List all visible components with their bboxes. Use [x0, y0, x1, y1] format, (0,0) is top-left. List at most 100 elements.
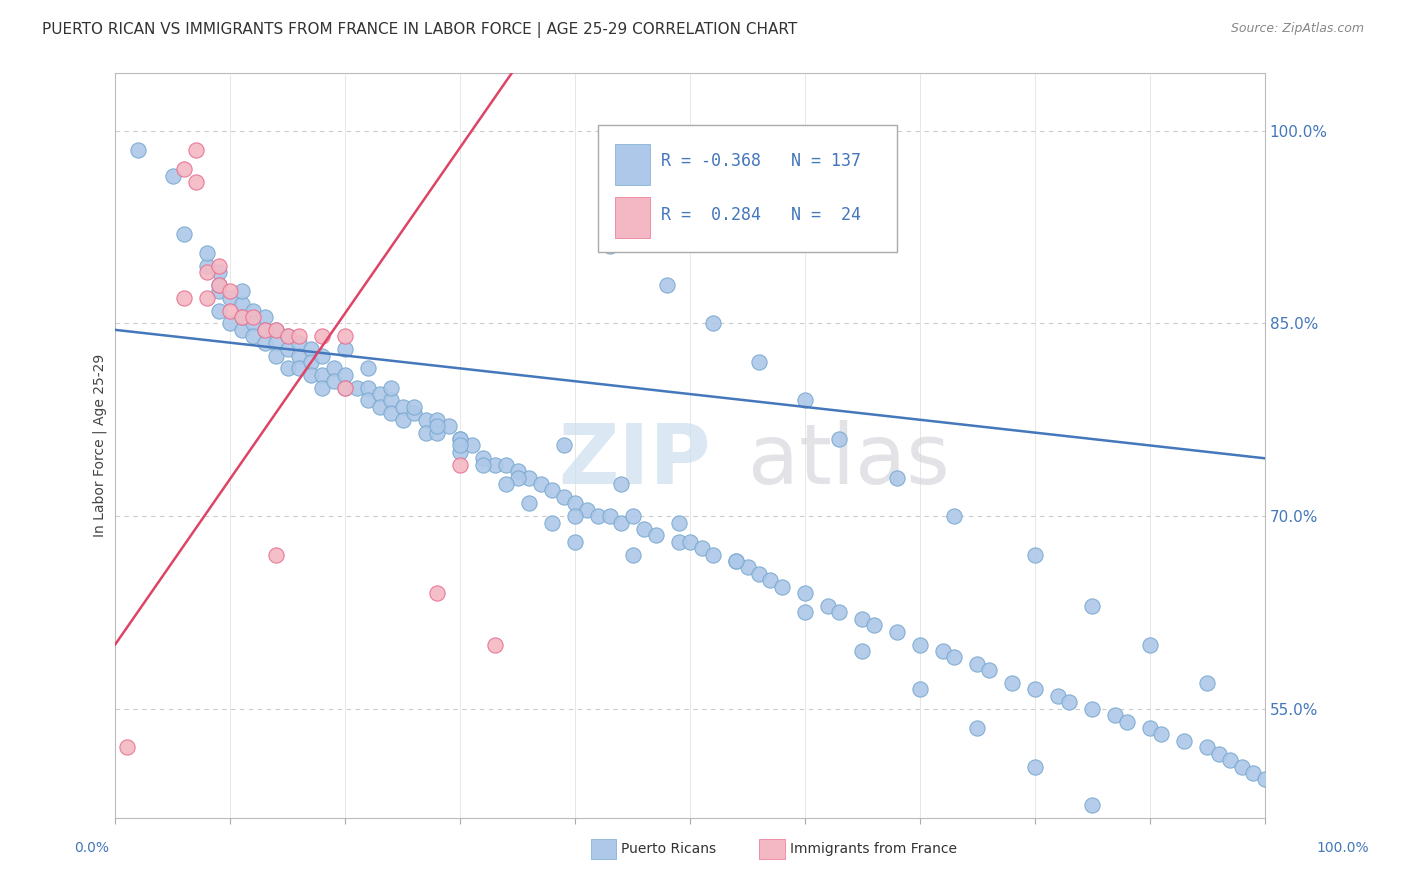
Point: [828, 432, 851, 446]
Point: [1230, 759, 1253, 773]
Point: [553, 438, 575, 452]
Point: [231, 310, 253, 324]
Point: [1197, 676, 1219, 690]
Point: [564, 496, 586, 510]
Point: [426, 586, 449, 600]
Point: [977, 663, 1000, 677]
Point: [322, 374, 344, 388]
Point: [311, 368, 333, 382]
Point: [449, 445, 471, 459]
Point: [391, 400, 413, 414]
Point: [575, 502, 598, 516]
Point: [748, 566, 770, 581]
Point: [1115, 714, 1137, 729]
Point: [288, 361, 311, 376]
Point: [380, 381, 402, 395]
Point: [484, 458, 506, 472]
Point: [1024, 759, 1046, 773]
Point: [1081, 702, 1104, 716]
Point: [472, 451, 495, 466]
Point: [242, 329, 264, 343]
Point: [288, 349, 311, 363]
Point: [299, 368, 322, 382]
Point: [368, 400, 391, 414]
Point: [564, 509, 586, 524]
Point: [426, 419, 449, 434]
Point: [357, 393, 380, 408]
Point: [208, 277, 231, 292]
Point: [277, 361, 299, 376]
Point: [195, 291, 218, 305]
Point: [449, 432, 471, 446]
Point: [208, 285, 231, 299]
Point: [333, 368, 356, 382]
Point: [253, 310, 276, 324]
Point: [1139, 638, 1161, 652]
Point: [932, 644, 955, 658]
Point: [828, 606, 851, 620]
Point: [173, 227, 195, 241]
Point: [242, 303, 264, 318]
Point: [966, 657, 988, 671]
Point: [517, 470, 540, 484]
Point: [794, 586, 817, 600]
Point: [908, 638, 931, 652]
Point: [1081, 798, 1104, 813]
Point: [851, 612, 873, 626]
Point: [311, 349, 333, 363]
Point: [404, 400, 426, 414]
Point: [368, 387, 391, 401]
Point: [449, 432, 471, 446]
Point: [208, 265, 231, 279]
Point: [380, 406, 402, 420]
Point: [1046, 689, 1069, 703]
Point: [1104, 708, 1126, 723]
Point: [724, 554, 747, 568]
Point: [219, 303, 242, 318]
Point: [162, 169, 184, 183]
Point: [506, 464, 529, 478]
Point: [966, 721, 988, 735]
Point: [748, 355, 770, 369]
Point: [437, 419, 460, 434]
Point: [277, 342, 299, 356]
Point: [264, 548, 287, 562]
Point: [127, 143, 149, 157]
Y-axis label: In Labor Force | Age 25-29: In Labor Force | Age 25-29: [93, 354, 107, 537]
Point: [1024, 682, 1046, 697]
Point: [184, 143, 207, 157]
Point: [586, 509, 609, 524]
Text: Puerto Ricans: Puerto Ricans: [621, 842, 717, 856]
Point: [242, 317, 264, 331]
Point: [541, 483, 564, 498]
Point: [333, 342, 356, 356]
Point: [886, 470, 908, 484]
Point: [1208, 747, 1230, 761]
Point: [380, 393, 402, 408]
Point: [1059, 695, 1081, 709]
Point: [943, 509, 966, 524]
Point: [264, 323, 287, 337]
Point: [908, 682, 931, 697]
Point: [173, 162, 195, 177]
Point: [943, 650, 966, 665]
Point: [564, 534, 586, 549]
Point: [460, 438, 482, 452]
Text: PUERTO RICAN VS IMMIGRANTS FROM FRANCE IN LABOR FORCE | AGE 25-29 CORRELATION CH: PUERTO RICAN VS IMMIGRANTS FROM FRANCE I…: [42, 22, 797, 38]
Point: [1024, 548, 1046, 562]
Point: [690, 541, 713, 556]
Point: [173, 291, 195, 305]
Point: [404, 406, 426, 420]
Point: [702, 548, 724, 562]
Text: ZIP: ZIP: [558, 420, 710, 500]
Point: [333, 329, 356, 343]
Point: [817, 599, 839, 613]
FancyBboxPatch shape: [598, 125, 897, 252]
Point: [553, 490, 575, 504]
Point: [644, 528, 666, 542]
Point: [449, 458, 471, 472]
Bar: [616, 144, 650, 185]
Point: [770, 580, 793, 594]
Point: [1139, 837, 1161, 851]
Text: Source: ZipAtlas.com: Source: ZipAtlas.com: [1230, 22, 1364, 36]
